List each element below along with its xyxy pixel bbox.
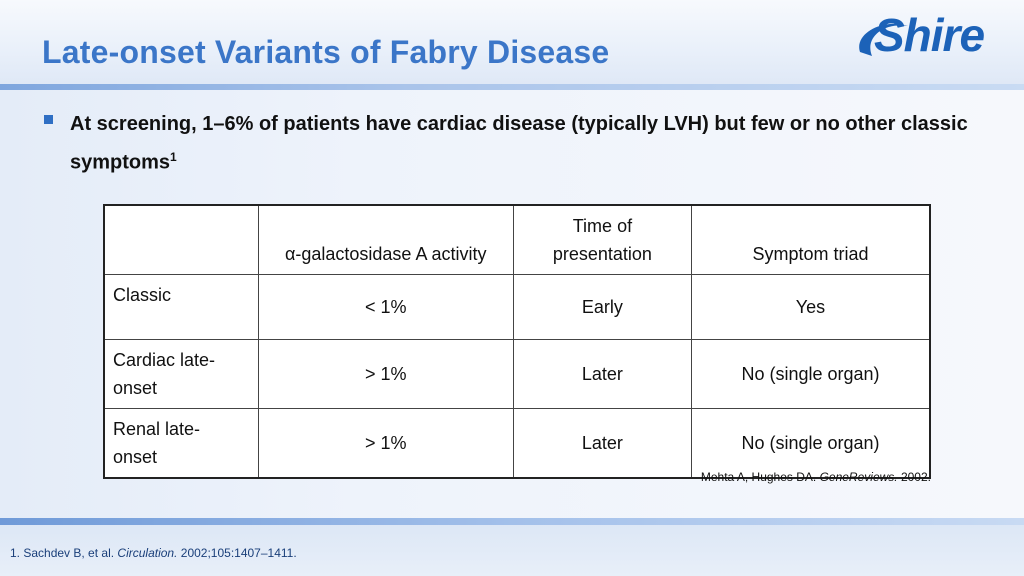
row-label: Classic — [103, 274, 259, 340]
row-label: Cardiac late-onset — [103, 339, 259, 409]
footnote-authors: 1. Sachdev B, et al. — [10, 546, 118, 560]
footnote-journal: Circulation. — [117, 546, 178, 560]
bullet-text-body: At screening, 1–6% of patients have card… — [70, 113, 968, 174]
slide-title: Late-onset Variants of Fabry Disease — [42, 34, 610, 70]
table-source-citation: Mehta A, Hughes DA. GeneReviews. 2002. — [701, 470, 931, 484]
footnote-details: 2002;105:1407–1411. — [177, 546, 297, 560]
table-row: Cardiac late-onset > 1% Later No (single… — [103, 339, 931, 409]
activity-cell: > 1% — [257, 408, 514, 479]
table-header-row: α-galactosidase A activity Time of prese… — [103, 204, 931, 275]
header-cell-empty — [103, 204, 259, 275]
activity-cell: < 1% — [257, 274, 514, 340]
triad-cell: No (single organ) — [690, 408, 931, 479]
triad-cell: No (single organ) — [690, 339, 931, 409]
slide-header — [0, 0, 1024, 84]
bullet-footnote-ref: 1 — [170, 150, 177, 164]
row-label-text: Renal late-onset — [113, 419, 201, 467]
bullet-point: At screening, 1–6% of patients have card… — [44, 108, 984, 180]
bullet-text: At screening, 1–6% of patients have card… — [70, 108, 984, 180]
activity-cell: > 1% — [257, 339, 514, 409]
source-authors: Mehta A, Hughes DA. — [700, 470, 820, 484]
header-cell-activity: α-galactosidase A activity — [257, 204, 514, 275]
table-row: Renal late-onset > 1% Later No (single o… — [103, 408, 931, 479]
time-cell: Later — [512, 339, 692, 409]
fabry-variants-table: α-galactosidase A activity Time of prese… — [103, 204, 931, 479]
footer-divider — [0, 518, 1024, 525]
bullet-square-icon — [44, 115, 53, 124]
header-cell-triad: Symptom triad — [690, 204, 931, 275]
footnote-citation: 1. Sachdev B, et al. Circulation. 2002;1… — [10, 546, 297, 560]
row-label-text: Cardiac late-onset — [113, 350, 216, 398]
slide-footer — [0, 518, 1024, 576]
header-cell-time: Time of presentation — [512, 204, 692, 275]
shire-swoosh-icon — [859, 23, 908, 56]
time-cell: Early — [512, 274, 692, 340]
source-year: 2002. — [897, 470, 931, 484]
table-row: Classic < 1% Early Yes — [103, 274, 931, 340]
shire-logo: Shire — [852, 9, 1012, 70]
shire-logo-text: Shire — [874, 9, 985, 61]
source-journal: GeneReviews. — [819, 470, 898, 484]
header-divider — [0, 84, 1024, 90]
time-cell: Later — [512, 408, 692, 479]
row-label: Renal late-onset — [103, 408, 259, 479]
triad-cell: Yes — [690, 274, 931, 340]
